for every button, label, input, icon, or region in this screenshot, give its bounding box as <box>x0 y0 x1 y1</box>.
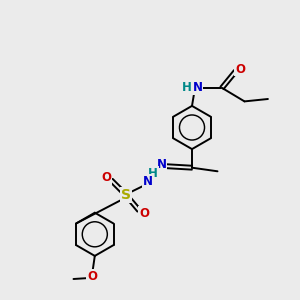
Text: H: H <box>148 167 158 180</box>
Text: O: O <box>87 269 98 283</box>
Text: H: H <box>182 81 191 94</box>
Text: N: N <box>156 158 167 172</box>
Text: O: O <box>139 207 149 220</box>
Text: S: S <box>121 188 131 202</box>
Text: N: N <box>192 81 203 94</box>
Text: N: N <box>143 175 153 188</box>
Text: O: O <box>101 171 111 184</box>
Text: O: O <box>235 62 245 76</box>
